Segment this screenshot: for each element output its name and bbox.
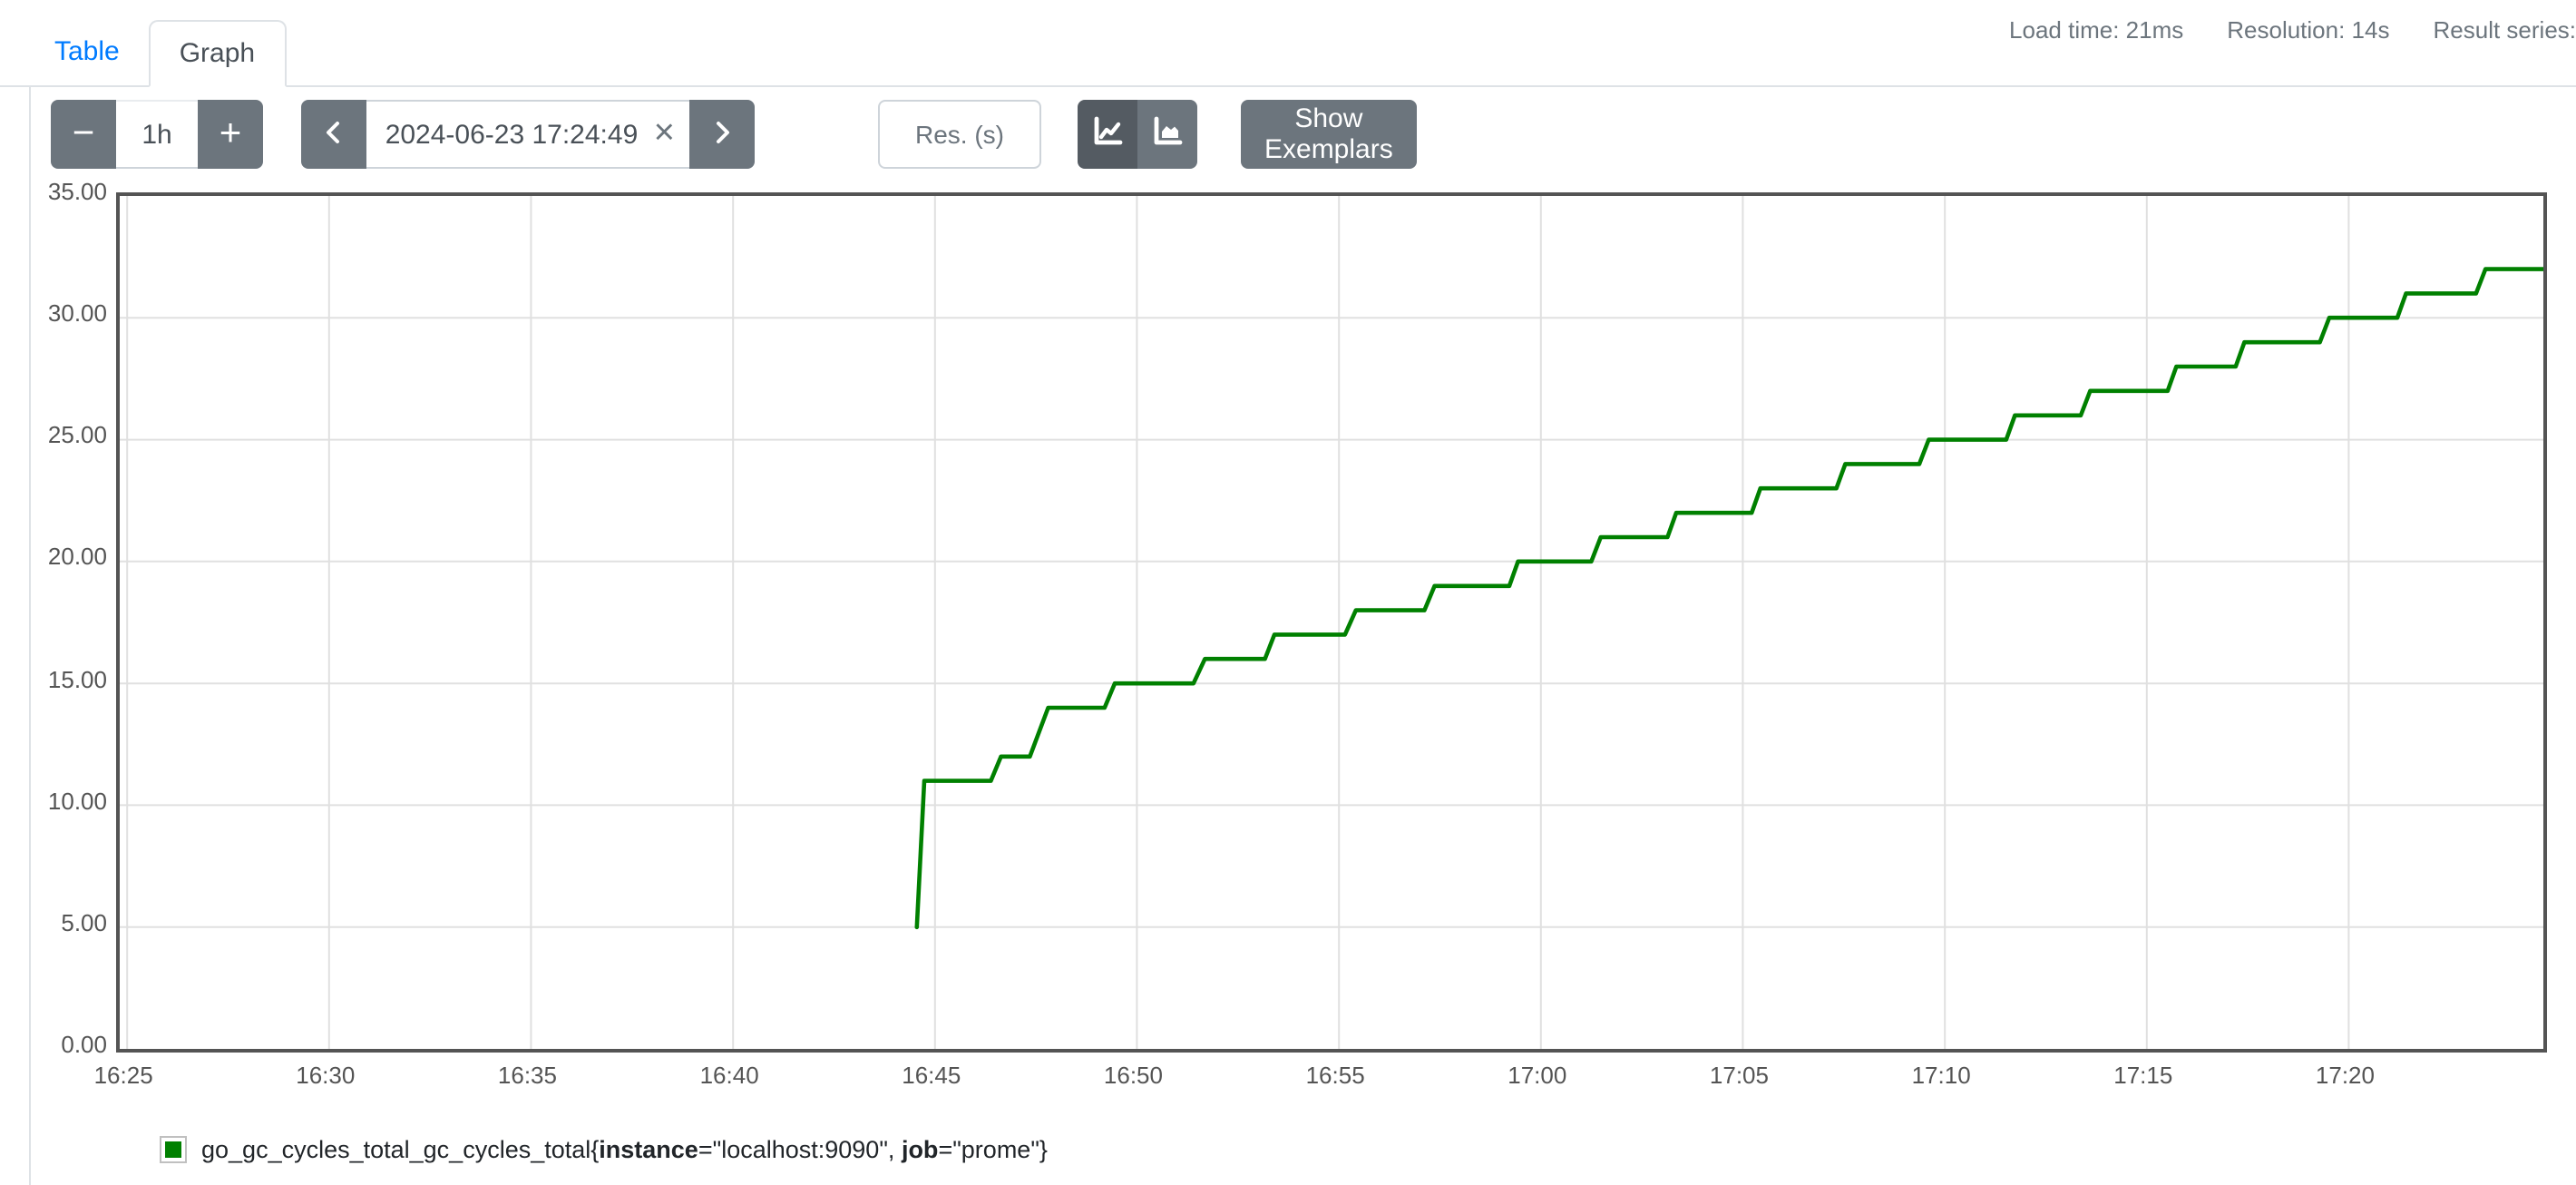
chart-area-icon (1152, 116, 1183, 152)
x-axis-tick: 17:20 (2315, 1062, 2375, 1089)
y-axis-tick: 10.00 (47, 787, 107, 815)
x-axis-tick: 16:25 (93, 1062, 153, 1089)
tab-graph[interactable]: Graph (148, 20, 287, 87)
series-swatch-icon (160, 1136, 187, 1163)
graph-canvas (120, 196, 2543, 1049)
x-axis-tick: 17:15 (2113, 1062, 2173, 1089)
tab-bar: Table Graph (0, 0, 2576, 87)
plot-area[interactable] (116, 192, 2547, 1053)
chevron-right-icon (709, 119, 735, 150)
y-axis-tick: 30.00 (47, 299, 107, 328)
datetime-forward-button[interactable] (689, 100, 755, 169)
query-stats: Load time: 21ms Resolution: 14s Result ser… (1966, 16, 2576, 44)
clear-datetime-icon[interactable]: × (653, 113, 675, 153)
result-series-stat: Result series: (2433, 16, 2576, 44)
load-time-stat: Load time: 21ms (2009, 16, 2184, 44)
chart-mode-toggle (1078, 100, 1197, 169)
stacked-mode-button[interactable] (1137, 100, 1197, 169)
graph-controls: − + 2024-06-23 17:24:49 × (51, 100, 1417, 169)
x-axis-tick: 16:55 (1305, 1062, 1365, 1089)
x-axis-tick: 16:30 (296, 1062, 356, 1089)
tab-table[interactable]: Table (54, 36, 120, 67)
chart-line-icon (1092, 116, 1123, 152)
range-stepper: − + (51, 100, 263, 169)
resolution-stat: Resolution: 14s (2227, 16, 2390, 44)
x-axis-tick: 16:45 (902, 1062, 961, 1089)
chevron-left-icon (321, 119, 346, 150)
y-axis-tick: 0.00 (61, 1031, 107, 1058)
legend-item[interactable]: go_gc_cycles_total_gc_cycles_total{insta… (160, 1136, 1048, 1163)
y-axis-tick: 20.00 (47, 543, 107, 571)
x-axis-tick: 16:50 (1103, 1062, 1163, 1089)
range-decrease-button[interactable]: − (51, 100, 116, 169)
x-axis-tick: 17:00 (1508, 1062, 1567, 1089)
range-input[interactable] (116, 100, 198, 169)
show-exemplars-button[interactable]: Show Exemplars (1241, 100, 1417, 169)
x-axis-tick: 16:35 (497, 1062, 557, 1089)
range-increase-button[interactable]: + (198, 100, 263, 169)
datetime-value: 2024-06-23 17:24:49 (385, 119, 639, 150)
y-axis-tick: 15.00 (47, 665, 107, 693)
x-axis-tick: 17:05 (1709, 1062, 1769, 1089)
datetime-back-button[interactable] (301, 100, 366, 169)
x-axis-tick: 17:10 (1911, 1062, 1971, 1089)
y-axis-tick: 35.00 (47, 178, 107, 205)
series-label: go_gc_cycles_total_gc_cycles_total{insta… (201, 1136, 1048, 1163)
y-axis-tick: 5.00 (61, 908, 107, 936)
datetime-picker: 2024-06-23 17:24:49 × (301, 100, 755, 169)
datetime-input[interactable]: 2024-06-23 17:24:49 × (366, 100, 689, 169)
line-mode-button[interactable] (1078, 100, 1137, 169)
resolution-input[interactable] (878, 100, 1041, 169)
panel-border (29, 87, 31, 1185)
y-axis-tick: 25.00 (47, 421, 107, 449)
x-axis-tick: 16:40 (699, 1062, 759, 1089)
